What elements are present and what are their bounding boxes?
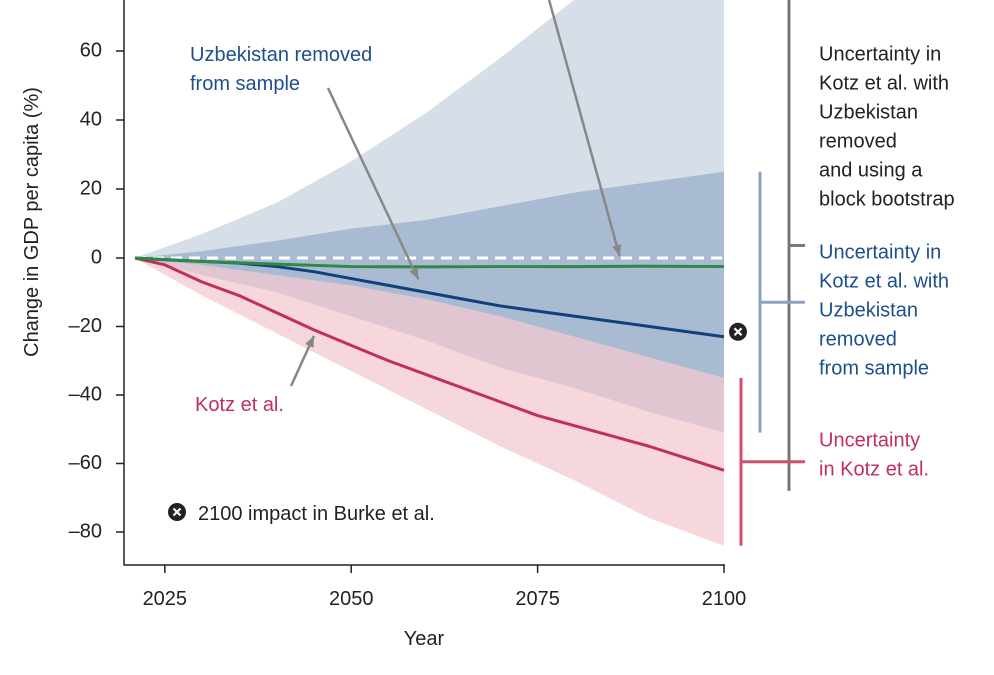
bracket-gray: Uncertainty in Kotz et al. with Uzbekistan… — [787, 0, 955, 491]
bracket-gray-label-2: Uzbekistan — [819, 102, 918, 124]
y-tick-label-0: 0 — [91, 246, 102, 268]
bracket-pink-label-1: in Kotz et al. — [819, 459, 929, 481]
y-tick-label--40: –40 — [69, 383, 102, 405]
bracket-gray-label-4: and using a — [819, 160, 923, 182]
bracket-pink-label-0: Uncertainty — [819, 430, 920, 452]
bracket-blue-label-1: Kotz et al. with — [819, 271, 949, 293]
burke-legend: 2100 impact in Burke et al. — [168, 503, 435, 525]
burke-legend-label: 2100 impact in Burke et al. — [198, 503, 435, 525]
y-tick-label--80: –80 — [69, 520, 102, 542]
bracket-blue-label-3: removed — [819, 329, 897, 351]
x-tick-label-2100: 2100 — [702, 588, 747, 610]
axes — [123, 0, 725, 566]
bracket-gray-label-0: Uncertainty in — [819, 44, 941, 66]
x-axis-label: Year — [404, 628, 445, 650]
bracket-pink: Uncertainty in Kotz et al. — [739, 377, 929, 546]
x-tick-label-2050: 2050 — [329, 588, 374, 610]
y-tick-label-20: 20 — [80, 177, 102, 199]
y-tick-label-60: 60 — [80, 39, 102, 61]
bracket-gray-label-1: Kotz et al. with — [819, 73, 949, 95]
bracket-gray-label-5: block bootstrap — [819, 189, 955, 211]
bracket-blue-label-0: Uncertainty in — [819, 242, 941, 264]
uzbek-annotation-line2: from sample — [190, 73, 300, 95]
series-lines — [134, 256, 725, 472]
annotation-arrows — [289, 0, 622, 387]
x-tick-label-2025: 2025 — [143, 588, 188, 610]
uzbek-arrow — [326, 87, 420, 280]
block-bootstrap-series-line — [134, 256, 725, 269]
y-tick-label--60: –60 — [69, 452, 102, 474]
y-tick-label-40: 40 — [80, 108, 102, 130]
burke-2100-marker-icon — [729, 322, 747, 341]
bracket-blue-label-2: Uzbekistan — [819, 300, 918, 322]
bracket-blue-label-4: from sample — [819, 358, 929, 380]
y-tick-label--20: –20 — [69, 315, 102, 337]
y-ticks: 60 40 20 0 –20 –40 –60 –80 — [69, 39, 124, 542]
y-axis-label: Change in GDP per capita (%) — [21, 87, 43, 357]
burke-legend-marker-icon — [168, 503, 186, 521]
uncertainty-brackets: Uncertainty in Kotz et al. with Uzbekistan… — [739, 0, 955, 546]
kotz-arrow — [289, 335, 316, 387]
kotz-annotation: Kotz et al. — [195, 394, 284, 416]
uncertainty-band-3 — [135, 258, 724, 546]
x-tick-label-2075: 2075 — [515, 588, 560, 610]
uzbek-annotation-line1: Uzbekistan removed — [190, 44, 372, 66]
x-ticks: 2025 2050 2075 2100 — [143, 565, 747, 610]
bootstrap-arrow — [547, 0, 622, 257]
bracket-gray-label-3: removed — [819, 131, 897, 153]
kotz-series-line — [134, 256, 725, 472]
bracket-blue: Uncertainty in Kotz et al. with Uzbekistan… — [758, 171, 949, 433]
